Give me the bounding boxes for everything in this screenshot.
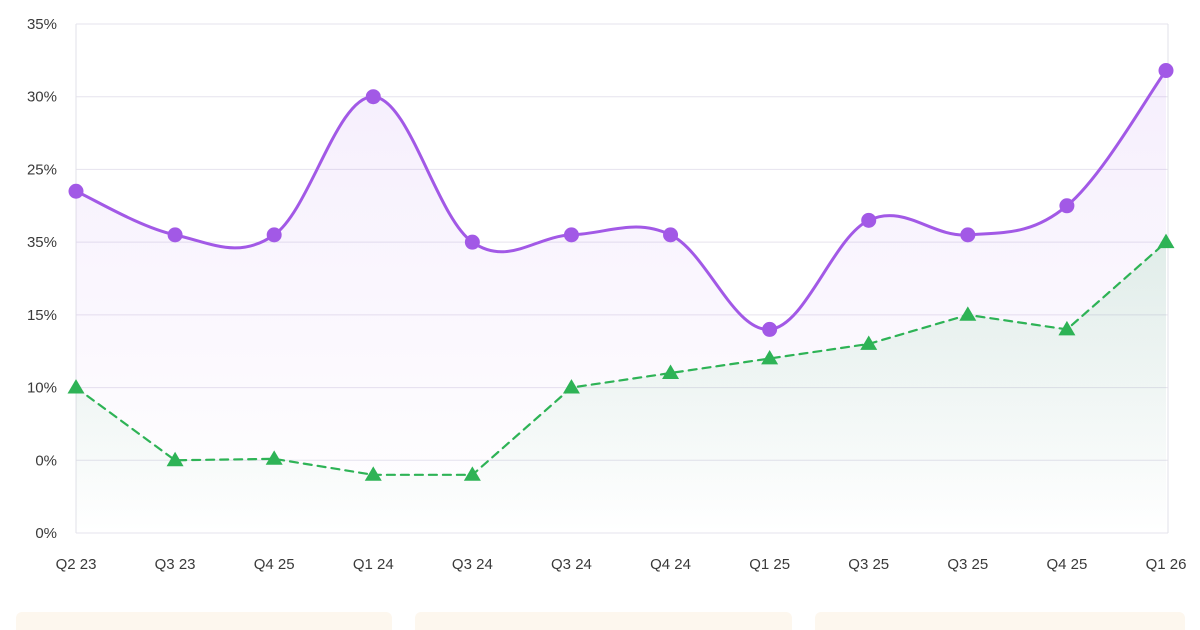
x-tick-label: Q4 24 xyxy=(650,556,691,573)
summary-card xyxy=(815,612,1185,630)
x-tick-label: Q1 24 xyxy=(353,556,394,573)
y-tick-label: 15% xyxy=(27,307,57,324)
data-point xyxy=(563,227,579,243)
series-area xyxy=(76,242,1166,533)
y-tick-label: 35% xyxy=(27,16,57,33)
data-point xyxy=(662,364,680,379)
x-tick-label: Q4 25 xyxy=(1046,556,1087,573)
data-point xyxy=(365,89,381,105)
y-axis-tick-labels: 35% 30% 25% 35% 15% 10% 0% 0% xyxy=(27,16,57,542)
data-point xyxy=(265,450,283,465)
data-point xyxy=(67,379,85,394)
data-point xyxy=(663,227,679,243)
y-tick-label: 10% xyxy=(27,380,57,397)
data-point xyxy=(959,306,977,321)
x-axis-tick-labels: Q2 23 Q3 23 Q4 25 Q1 24 Q3 24 Q3 24 Q4 24 Q1 25… xyxy=(56,556,1187,573)
x-tick-label: Q3 25 xyxy=(848,556,889,573)
summary-card xyxy=(415,612,792,630)
cards-strip xyxy=(0,612,1200,630)
data-point xyxy=(1158,63,1174,79)
data-point xyxy=(1059,198,1075,214)
data-point xyxy=(167,227,183,243)
data-point xyxy=(166,451,184,467)
y-tick-label: 35% xyxy=(27,234,57,251)
x-tick-label: Q4 25 xyxy=(254,556,295,573)
data-point xyxy=(762,321,778,337)
data-point xyxy=(562,379,580,394)
x-tick-label: Q3 25 xyxy=(947,556,988,573)
data-point xyxy=(266,227,282,243)
data-point xyxy=(464,234,480,250)
y-tick-label: 25% xyxy=(27,161,57,178)
series-line xyxy=(74,241,1168,476)
data-point xyxy=(68,183,84,199)
x-tick-label: Q3 24 xyxy=(452,556,493,573)
data-point xyxy=(860,335,878,350)
y-tick-label: 30% xyxy=(27,89,57,106)
x-tick-label: Q1 25 xyxy=(749,556,790,573)
data-point xyxy=(1157,233,1175,249)
y-tick-label: 0% xyxy=(35,525,57,542)
series-markers xyxy=(67,63,1175,481)
x-tick-label: Q1 26 xyxy=(1146,556,1187,573)
series-areas xyxy=(76,70,1166,533)
summary-card xyxy=(16,612,392,630)
data-point xyxy=(463,466,481,481)
y-tick-label: 0% xyxy=(35,452,57,469)
data-point xyxy=(364,466,382,481)
data-point xyxy=(861,212,877,228)
x-tick-label: Q3 23 xyxy=(155,556,196,573)
data-point xyxy=(960,227,976,243)
data-point xyxy=(1058,320,1076,336)
x-tick-label: Q2 23 xyxy=(56,556,97,573)
data-point xyxy=(761,349,779,365)
line-chart: 35% 30% 25% 35% 15% 10% 0% 0% Q2 23 Q3 23 Q4 25 Q1… xyxy=(27,16,1187,573)
x-tick-label: Q3 24 xyxy=(551,556,592,573)
